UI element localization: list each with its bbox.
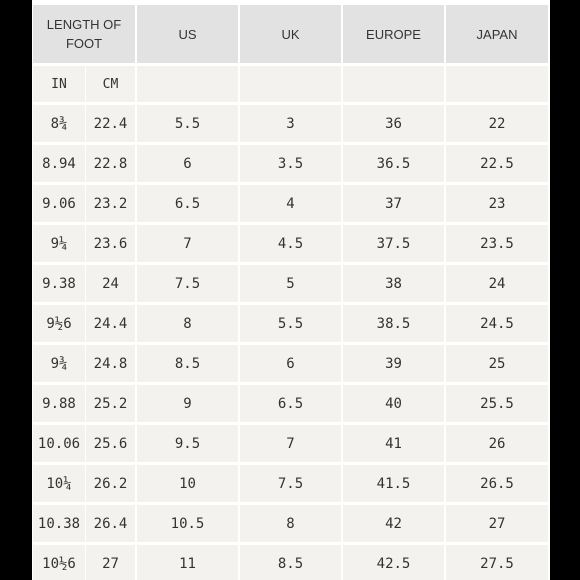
table-cell: 22.5 — [446, 145, 548, 182]
table-cell: 8 — [137, 305, 238, 342]
header-cell: EUROPE — [343, 5, 444, 63]
header-cell: UK — [240, 5, 341, 63]
table-cell: 36 — [343, 105, 444, 142]
table-cell: 7 — [137, 225, 238, 262]
table-cell: 10.38 — [33, 505, 85, 542]
table-cell: 26 — [446, 425, 548, 462]
table-cell: 7 — [240, 425, 341, 462]
table-cell: 6.5 — [137, 185, 238, 222]
table-cell: 40 — [343, 385, 444, 422]
table-cell: 25.5 — [446, 385, 548, 422]
size-table: LENGTH OF FOOT US UK EUROPE JAPAN IN CM 8¾ 22.4 5… — [32, 0, 550, 580]
table-cell: 26.4 — [86, 505, 135, 542]
table-cell: 4.5 — [240, 225, 341, 262]
table-cell: 9.38 — [33, 265, 85, 302]
table-cell: 10.5 — [137, 505, 238, 542]
table-cell: 9¾ — [33, 345, 85, 382]
table-cell: 10¼ — [33, 465, 85, 502]
table-cell: 3 — [240, 105, 341, 142]
table-cell: 7.5 — [240, 465, 341, 502]
table-cell: 8¾ — [33, 105, 85, 142]
table-cell: 25.6 — [86, 425, 135, 462]
table-cell: 9½6 — [33, 305, 85, 342]
table-cell: 24.5 — [446, 305, 548, 342]
table-cell: 26.2 — [86, 465, 135, 502]
table-cell: 36.5 — [343, 145, 444, 182]
subheader-cell: CM — [86, 66, 135, 102]
table-cell: 9 — [137, 385, 238, 422]
table-cell: 27.5 — [446, 545, 548, 580]
table-cell: 23 — [446, 185, 548, 222]
table-cell: 39 — [343, 345, 444, 382]
table-cell: 8.5 — [137, 345, 238, 382]
table-cell: 22 — [446, 105, 548, 142]
header-cell: US — [137, 5, 238, 63]
header-cell: LENGTH OF FOOT — [33, 5, 135, 63]
table-cell: 25 — [446, 345, 548, 382]
table-cell: 8 — [240, 505, 341, 542]
table-cell: 27 — [86, 545, 135, 580]
table-cell: 23.5 — [446, 225, 548, 262]
table-cell: 5 — [240, 265, 341, 302]
table-cell: 11 — [137, 545, 238, 580]
table-cell: 9.06 — [33, 185, 85, 222]
table-cell: 25.2 — [86, 385, 135, 422]
table-cell: 24 — [446, 265, 548, 302]
table-cell: 22.8 — [86, 145, 135, 182]
empty-cell — [240, 66, 341, 102]
table-cell: 5.5 — [240, 305, 341, 342]
table-cell: 42 — [343, 505, 444, 542]
table-cell: 10½6 — [33, 545, 85, 580]
table-cell: 38 — [343, 265, 444, 302]
table-cell: 27 — [446, 505, 548, 542]
table-cell: 4 — [240, 185, 341, 222]
table-cell: 41.5 — [343, 465, 444, 502]
table-cell: 22.4 — [86, 105, 135, 142]
table-cell: 23.2 — [86, 185, 135, 222]
table-cell: 9.5 — [137, 425, 238, 462]
table-cell: 6 — [240, 345, 341, 382]
empty-cell — [137, 66, 238, 102]
table-cell: 41 — [343, 425, 444, 462]
table-cell: 37.5 — [343, 225, 444, 262]
table-cell: 37 — [343, 185, 444, 222]
table-cell: 42.5 — [343, 545, 444, 580]
table-cell: 9.88 — [33, 385, 85, 422]
table-cell: 3.5 — [240, 145, 341, 182]
table-cell: 10 — [137, 465, 238, 502]
table-cell: 8.94 — [33, 145, 85, 182]
table-cell: 9¼ — [33, 225, 85, 262]
table-cell: 24.8 — [86, 345, 135, 382]
table-cell: 8.5 — [240, 545, 341, 580]
table-cell: 7.5 — [137, 265, 238, 302]
empty-cell — [343, 66, 444, 102]
table-cell: 24 — [86, 265, 135, 302]
table-cell: 24.4 — [86, 305, 135, 342]
subheader-cell: IN — [33, 66, 85, 102]
table-cell: 38.5 — [343, 305, 444, 342]
table-cell: 23.6 — [86, 225, 135, 262]
table-cell: 6.5 — [240, 385, 341, 422]
table-cell: 5.5 — [137, 105, 238, 142]
header-cell: JAPAN — [446, 5, 548, 63]
table-cell: 26.5 — [446, 465, 548, 502]
empty-cell — [446, 66, 548, 102]
table-cell: 10.06 — [33, 425, 85, 462]
table-cell: 6 — [137, 145, 238, 182]
